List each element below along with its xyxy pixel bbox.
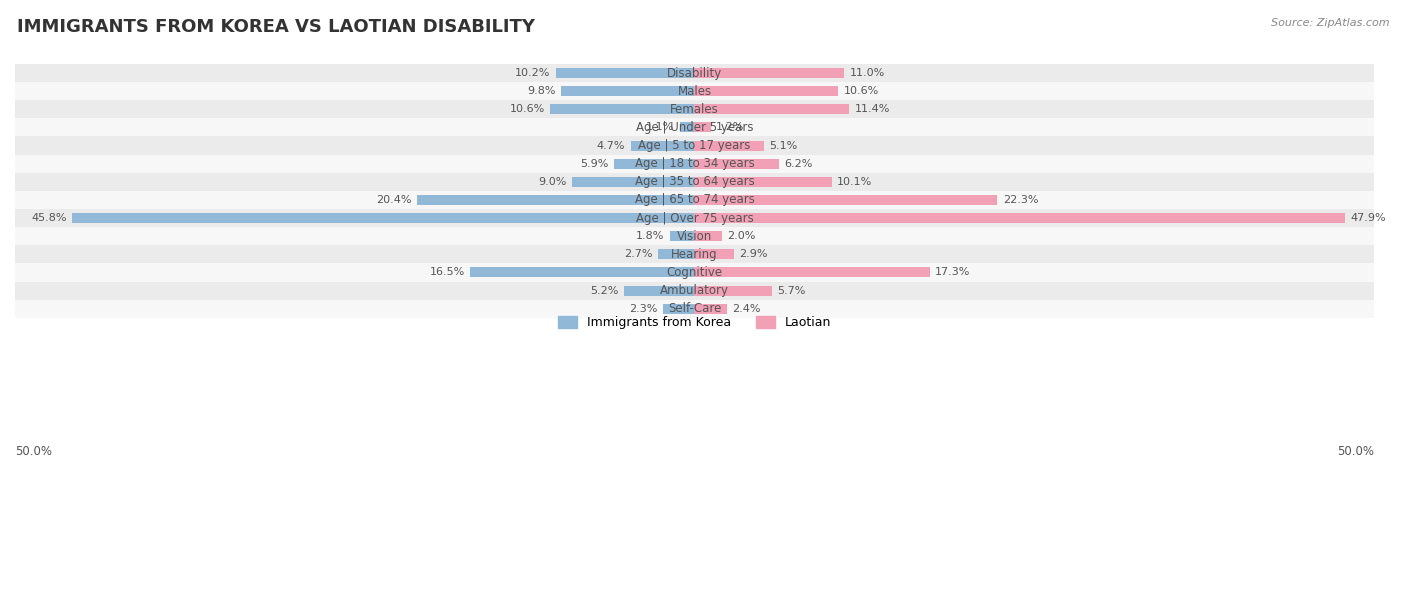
Text: 50.0%: 50.0% <box>15 445 52 458</box>
Text: 50.0%: 50.0% <box>1337 445 1374 458</box>
Text: 5.2%: 5.2% <box>591 286 619 296</box>
Text: 2.7%: 2.7% <box>624 249 652 259</box>
Bar <box>695 213 1346 223</box>
Bar <box>418 195 695 205</box>
Text: 5.9%: 5.9% <box>581 159 609 169</box>
Bar <box>695 122 711 132</box>
Text: 10.6%: 10.6% <box>844 86 879 96</box>
Bar <box>695 68 844 78</box>
Bar <box>572 177 695 187</box>
Bar <box>679 122 695 132</box>
Bar <box>695 141 763 151</box>
Bar <box>695 104 849 114</box>
Bar <box>15 191 1374 209</box>
Bar <box>15 245 1374 263</box>
Bar <box>555 68 695 78</box>
Bar <box>15 64 1374 82</box>
Text: 2.0%: 2.0% <box>727 231 755 241</box>
Bar <box>15 155 1374 173</box>
Bar <box>630 141 695 151</box>
Text: Males: Males <box>678 84 711 98</box>
Text: IMMIGRANTS FROM KOREA VS LAOTIAN DISABILITY: IMMIGRANTS FROM KOREA VS LAOTIAN DISABIL… <box>17 18 534 36</box>
Text: 6.2%: 6.2% <box>785 159 813 169</box>
Text: Age | 5 to 17 years: Age | 5 to 17 years <box>638 139 751 152</box>
Text: Source: ZipAtlas.com: Source: ZipAtlas.com <box>1271 18 1389 28</box>
Bar <box>15 263 1374 282</box>
Legend: Immigrants from Korea, Laotian: Immigrants from Korea, Laotian <box>553 312 837 334</box>
Text: 2.9%: 2.9% <box>740 249 768 259</box>
Text: Age | Under 5 years: Age | Under 5 years <box>636 121 754 134</box>
Text: Age | 65 to 74 years: Age | 65 to 74 years <box>634 193 755 206</box>
Bar <box>624 286 695 296</box>
Bar <box>695 231 721 241</box>
Bar <box>695 286 772 296</box>
Bar <box>15 209 1374 227</box>
Text: 11.0%: 11.0% <box>849 68 884 78</box>
Text: Cognitive: Cognitive <box>666 266 723 279</box>
Bar <box>695 159 779 169</box>
Bar <box>15 82 1374 100</box>
Text: Disability: Disability <box>666 67 723 80</box>
Bar <box>658 249 695 259</box>
Text: 2.4%: 2.4% <box>733 304 761 314</box>
Text: Vision: Vision <box>676 230 711 243</box>
Text: 9.0%: 9.0% <box>538 177 567 187</box>
Text: 16.5%: 16.5% <box>430 267 465 277</box>
Bar <box>561 86 695 96</box>
Text: 1.8%: 1.8% <box>636 231 665 241</box>
Bar <box>15 136 1374 155</box>
Text: 9.8%: 9.8% <box>527 86 555 96</box>
Text: Age | Over 75 years: Age | Over 75 years <box>636 212 754 225</box>
Bar <box>15 300 1374 318</box>
Text: 11.4%: 11.4% <box>855 104 890 114</box>
Bar <box>15 100 1374 118</box>
Text: 45.8%: 45.8% <box>31 213 66 223</box>
Text: 4.7%: 4.7% <box>596 141 626 151</box>
Text: 1.1%: 1.1% <box>645 122 673 132</box>
Bar <box>695 267 929 277</box>
Text: 10.2%: 10.2% <box>515 68 550 78</box>
Text: 22.3%: 22.3% <box>1002 195 1039 205</box>
Text: 10.6%: 10.6% <box>510 104 546 114</box>
Bar <box>15 227 1374 245</box>
Text: 10.1%: 10.1% <box>837 177 872 187</box>
Text: Age | 35 to 64 years: Age | 35 to 64 years <box>634 175 755 188</box>
Bar <box>695 195 997 205</box>
Bar <box>695 86 838 96</box>
Text: 20.4%: 20.4% <box>377 195 412 205</box>
Text: 1.2%: 1.2% <box>716 122 745 132</box>
Bar <box>550 104 695 114</box>
Bar <box>671 231 695 241</box>
Text: Hearing: Hearing <box>671 248 717 261</box>
Text: 5.7%: 5.7% <box>778 286 806 296</box>
Bar <box>15 173 1374 191</box>
Bar <box>695 304 727 314</box>
Bar <box>695 249 734 259</box>
Bar <box>15 282 1374 300</box>
Text: Ambulatory: Ambulatory <box>659 284 728 297</box>
Bar <box>15 118 1374 136</box>
Text: Females: Females <box>671 103 718 116</box>
Bar <box>664 304 695 314</box>
Text: 2.3%: 2.3% <box>630 304 658 314</box>
Text: Age | 18 to 34 years: Age | 18 to 34 years <box>634 157 755 170</box>
Bar <box>72 213 695 223</box>
Text: 17.3%: 17.3% <box>935 267 970 277</box>
Text: Self-Care: Self-Care <box>668 302 721 315</box>
Bar <box>470 267 695 277</box>
Text: 5.1%: 5.1% <box>769 141 797 151</box>
Text: 47.9%: 47.9% <box>1351 213 1386 223</box>
Bar <box>695 177 832 187</box>
Bar <box>614 159 695 169</box>
